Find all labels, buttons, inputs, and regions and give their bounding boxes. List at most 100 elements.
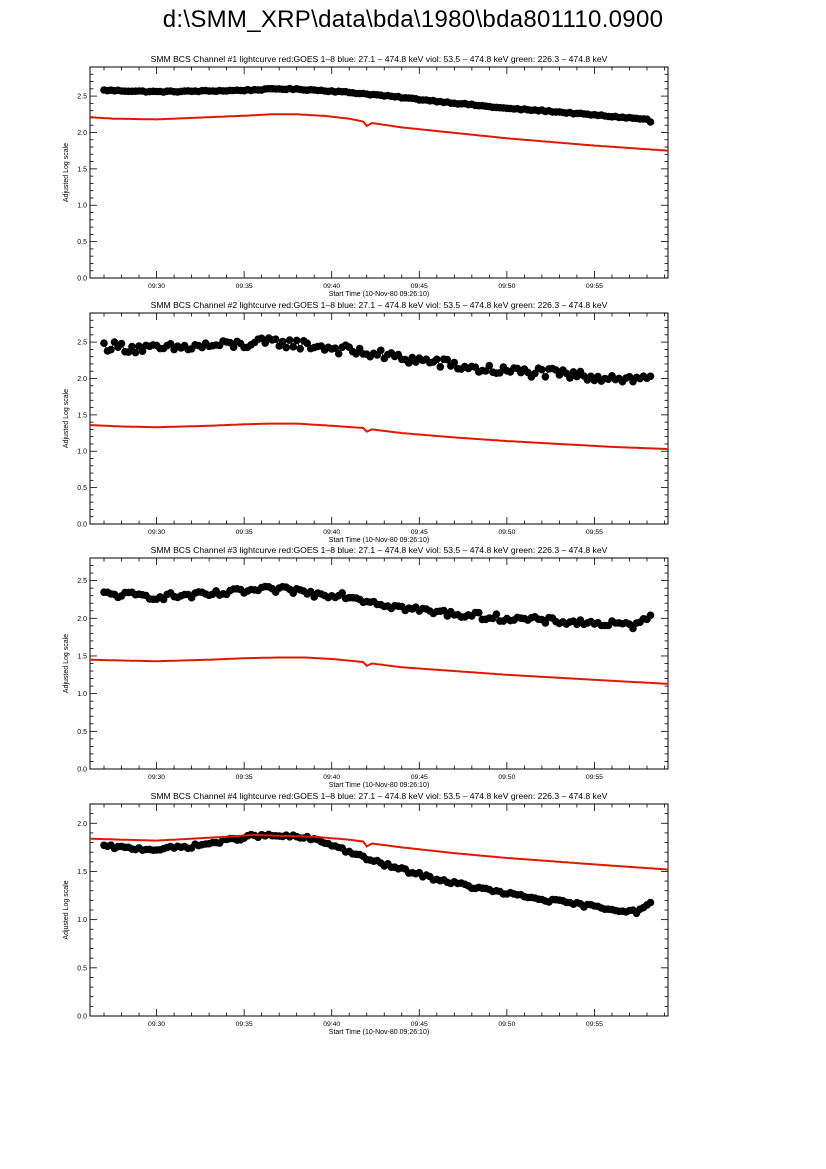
- y-tick-label: 1.0: [77, 917, 87, 924]
- x-tick-label: 09:30: [148, 283, 165, 290]
- x-tick-label: 09:35: [236, 283, 253, 290]
- bcs-data-point: [124, 348, 133, 356]
- y-tick-label: 0.0: [77, 276, 87, 283]
- bcs-data-point: [229, 343, 238, 352]
- bcs-data-point: [278, 337, 287, 346]
- bcs-data-point: [566, 374, 574, 382]
- bcs-data-point: [338, 589, 347, 597]
- x-axis-label: Start Time (10-Nov-80 09:26:10): [329, 782, 429, 789]
- bcs-data-point: [292, 336, 301, 345]
- y-tick-label: 2.5: [77, 578, 87, 585]
- chart-title: SMM BCS Channel #2 lightcurve red:GOES 1…: [151, 300, 608, 310]
- plot-frame: [89, 312, 669, 525]
- x-tick-label: 09:40: [323, 283, 340, 290]
- x-tick-label: 09:40: [323, 774, 340, 781]
- bcs-data-point: [646, 611, 655, 620]
- bcs-data-point: [482, 367, 490, 375]
- chart-title: SMM BCS Channel #4 lightcurve red:GOES 1…: [151, 791, 608, 801]
- y-tick-label: 0.5: [77, 485, 87, 492]
- x-tick-label: 09:55: [586, 283, 603, 290]
- y-tick-label: 2.0: [77, 376, 87, 383]
- y-axis-label: Adjusted Log scale: [63, 389, 70, 448]
- chart-panel-1: SMM BCS Channel #1 lightcurve red:GOES 1…: [63, 54, 669, 298]
- x-tick-label: 09:30: [148, 1021, 165, 1028]
- y-tick-label: 0.5: [77, 729, 87, 736]
- bcs-data-point: [117, 339, 126, 348]
- x-tick-label: 09:50: [498, 1021, 515, 1028]
- bcs-data-point: [100, 339, 108, 348]
- x-tick-label: 09:45: [411, 529, 428, 536]
- y-tick-label: 1.0: [77, 203, 87, 210]
- bcs-data-point: [405, 359, 413, 367]
- bcs-data-point: [646, 118, 655, 126]
- bcs-data-point: [289, 343, 298, 351]
- plot-frame: [89, 803, 669, 1017]
- bcs-data-point: [538, 365, 546, 374]
- bcs-data-point: [107, 345, 115, 354]
- page-title: d:\SMM_XRP\data\bda\1980\bda801110.0900: [162, 6, 664, 33]
- y-tick-label: 2.5: [77, 340, 87, 347]
- chart-title: SMM BCS Channel #1 lightcurve red:GOES 1…: [151, 54, 608, 64]
- goes-series-line: [89, 656, 668, 685]
- plot-frame: [89, 66, 669, 279]
- x-tick-label: 09:30: [148, 529, 165, 536]
- bcs-data-point: [306, 587, 315, 596]
- bcs-data-point: [138, 347, 147, 356]
- bcs-data-point: [433, 355, 441, 364]
- y-tick-label: 1.5: [77, 869, 87, 876]
- goes-series-line: [89, 113, 669, 152]
- bcs-data-point: [334, 349, 343, 358]
- bcs-data-point: [646, 372, 655, 381]
- bcs-data-point: [496, 369, 504, 377]
- y-tick-label: 0.0: [77, 767, 87, 774]
- x-tick-label: 09:35: [236, 774, 253, 781]
- bcs-series-points: [100, 334, 655, 386]
- x-axis-label: Start Time (10-Nov-80 09:26:10): [329, 291, 429, 298]
- bcs-data-point: [166, 340, 175, 348]
- bcs-data-point: [285, 336, 294, 344]
- chart-panel-3: SMM BCS Channel #3 lightcurve red:GOES 1…: [63, 545, 669, 789]
- y-tick-label: 1.5: [77, 412, 87, 419]
- y-axis-label: Adjusted Log scale: [63, 880, 70, 939]
- bcs-data-point: [492, 610, 501, 618]
- x-tick-label: 09:55: [586, 529, 603, 536]
- y-tick-label: 1.0: [77, 691, 87, 698]
- bcs-data-point: [485, 361, 494, 370]
- x-tick-label: 09:55: [586, 774, 603, 781]
- bcs-data-point: [128, 342, 136, 351]
- chart-title: SMM BCS Channel #3 lightcurve red:GOES 1…: [151, 545, 608, 555]
- x-axis-label: Start Time (10-Nov-80 09:26:10): [329, 1029, 429, 1036]
- bcs-data-point: [296, 345, 305, 353]
- x-tick-label: 09:35: [236, 529, 253, 536]
- y-tick-label: 0.5: [77, 239, 87, 246]
- y-tick-label: 1.5: [77, 166, 87, 173]
- x-tick-label: 09:35: [236, 1021, 253, 1028]
- bcs-data-point: [629, 624, 637, 633]
- x-tick-label: 09:45: [411, 283, 428, 290]
- y-tick-label: 2.0: [77, 130, 87, 137]
- bcs-data-point: [541, 373, 550, 381]
- y-tick-label: 0.0: [77, 522, 87, 529]
- y-tick-label: 1.5: [77, 653, 87, 660]
- bcs-data-point: [282, 343, 291, 352]
- x-tick-label: 09:55: [586, 1021, 603, 1028]
- bcs-data-point: [271, 335, 280, 344]
- chart-panel-2: SMM BCS Channel #2 lightcurve red:GOES 1…: [63, 300, 669, 544]
- x-tick-label: 09:50: [498, 529, 515, 536]
- y-tick-label: 2.0: [77, 821, 87, 828]
- y-tick-label: 2.0: [77, 616, 87, 623]
- bcs-data-point: [377, 346, 385, 355]
- bcs-data-point: [131, 348, 140, 357]
- bcs-data-point: [436, 363, 445, 371]
- goes-series-line: [89, 422, 669, 451]
- y-axis-label: Adjusted Log scale: [63, 143, 70, 202]
- x-tick-label: 09:40: [323, 529, 340, 536]
- x-axis-label: Start Time (10-Nov-80 09:26:10): [329, 537, 429, 544]
- bcs-data-point: [541, 619, 550, 627]
- bcs-data-point: [450, 358, 459, 367]
- bcs-series-points: [100, 582, 655, 633]
- x-tick-label: 09:50: [498, 283, 515, 290]
- x-tick-label: 09:40: [323, 1021, 340, 1028]
- bcs-data-point: [355, 344, 364, 353]
